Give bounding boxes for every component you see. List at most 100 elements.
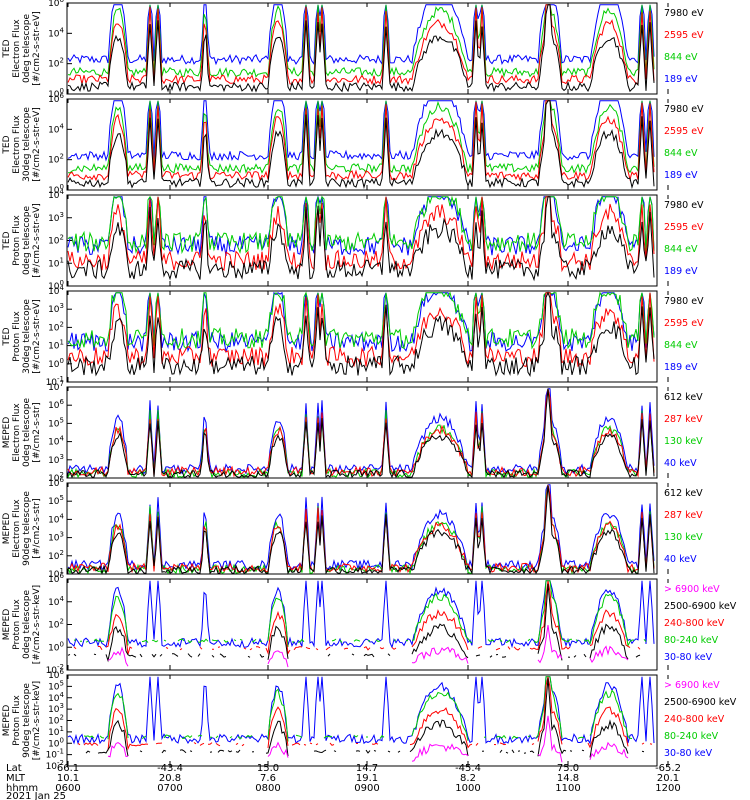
- y-tick-label: 100: [48, 183, 64, 196]
- series-trace: [67, 388, 655, 478]
- y-axis-label: MEPED Electron Flux 0deg telescope [#/cm2-s…: [2, 398, 42, 468]
- y-tick-label: 100: [48, 640, 64, 653]
- y-tick-label: 102: [48, 714, 64, 727]
- panel-6: 101 102 103 104 105 106 MEPED Electron Flux 90de…: [2, 476, 703, 580]
- series-trace: [67, 388, 655, 475]
- legend-entry: 240-800 keV: [664, 714, 725, 725]
- y-axis-label: MEPED Proton Flux 90deg telescope [#/cm2-s-…: [2, 681, 42, 760]
- y-axis-label-line: MEPED: [2, 513, 12, 545]
- y-tick-label: 107: [48, 380, 64, 393]
- y-axis-label-line: Electron Flux: [12, 499, 22, 558]
- legend-entry: 2595 eV: [664, 30, 704, 41]
- y-tick-label: 106: [48, 92, 64, 105]
- legend-entry: 287 keV: [664, 510, 703, 521]
- series-trace: [67, 676, 655, 745]
- y-tick-label: 105: [48, 679, 64, 692]
- y-tick-label: 101: [48, 567, 64, 580]
- x-tick-label: 10.1: [57, 773, 79, 784]
- series-trace: [73, 580, 641, 655]
- x-axis-row-label: MLT: [6, 773, 26, 784]
- legend-entry: 612 keV: [664, 488, 703, 499]
- series-trace: [67, 100, 655, 182]
- y-axis-label-line: 0deg telescope: [22, 14, 32, 84]
- series-trace: [77, 676, 653, 751]
- y-axis-label-line: TED: [2, 135, 12, 154]
- y-tick-label: 104: [48, 595, 64, 608]
- x-tick-label: -43.4: [157, 763, 183, 774]
- x-tick-label: 0700: [157, 783, 182, 794]
- x-tick-label: 7.6: [260, 773, 276, 784]
- y-tick-label: 102: [48, 471, 64, 484]
- series-trace: [67, 196, 655, 282]
- legend-entry: 844 eV: [664, 340, 698, 351]
- panel-frame: [66, 290, 658, 383]
- x-tick-label: 0800: [255, 783, 280, 794]
- series-trace: [67, 580, 655, 649]
- y-tick-label: 106: [48, 572, 64, 585]
- y-axis-label-line: Proton Flux: [12, 215, 22, 266]
- x-tick-label: 14.7: [356, 763, 378, 774]
- y-tick-label: 10-1: [46, 748, 64, 761]
- panel-frame: [66, 2, 658, 95]
- y-axis-label-line: Electron Flux: [12, 403, 22, 462]
- x-tick-label: 19.1: [356, 773, 378, 784]
- series-trace: [67, 196, 655, 273]
- y-tick-label: 10-2: [46, 759, 64, 772]
- y-axis-label-line: [#/cm2-s-str-keV]: [32, 681, 42, 760]
- y-tick-label: 101: [48, 725, 64, 738]
- series-trace: [107, 715, 629, 763]
- series-trace: [67, 485, 655, 575]
- y-axis-label: MEPED Proton Flux 0deg telescope [#/cm2-s-s…: [2, 585, 42, 664]
- y-tick-label: 102: [48, 153, 64, 166]
- y-axis-label-line: 30deg telescope: [22, 299, 32, 374]
- y-tick-label: 106: [48, 476, 64, 489]
- legend-entry: 2595 eV: [664, 222, 704, 233]
- y-tick-label: 102: [48, 320, 64, 333]
- panel-frame: [66, 386, 658, 479]
- series-trace: [67, 100, 655, 190]
- x-tick-label: 1100: [555, 783, 580, 794]
- y-tick-label: 104: [48, 284, 64, 297]
- legend-entry: > 6900 keV: [664, 680, 720, 691]
- y-axis-label-line: TED: [2, 327, 12, 346]
- y-tick-label: 104: [48, 512, 64, 525]
- x-tick-label: 75.0: [557, 763, 579, 774]
- y-axis-label: TED Proton Flux 30deg telescope [#/cm2-s-st…: [2, 299, 42, 374]
- legend-entry: 2595 eV: [664, 126, 704, 137]
- y-axis-label-line: TED: [2, 231, 12, 250]
- y-axis-label-line: Proton Flux: [12, 599, 22, 650]
- panel-frame: [66, 98, 658, 191]
- y-axis-label-line: [#/cm2-s-str-eV]: [32, 107, 42, 182]
- y-axis-label-line: 0deg telescope: [22, 590, 32, 660]
- series-trace: [67, 292, 655, 368]
- x-tick-label: 66.1: [57, 763, 79, 774]
- x-axis-row-label: Lat: [6, 763, 22, 774]
- x-tick-label: 20.1: [657, 773, 679, 784]
- legend-entry: 189 eV: [664, 266, 698, 277]
- y-axis-label-line: 30deg telescope: [22, 107, 32, 182]
- legend-entry: 7980 eV: [664, 104, 704, 115]
- y-tick-label: 104: [48, 188, 64, 201]
- y-tick-label: 104: [48, 122, 64, 135]
- x-tick-label: 20.8: [159, 773, 181, 784]
- series-trace: [67, 100, 655, 162]
- y-tick-label: 106: [48, 398, 64, 411]
- y-tick-label: 10-1: [46, 375, 64, 388]
- y-tick-label: 100: [48, 279, 64, 292]
- x-tick-label: 0900: [354, 783, 379, 794]
- y-axis-label: TED Electron Flux 30deg telescope [#/cm2-s-…: [2, 107, 42, 182]
- y-tick-label: 101: [48, 339, 64, 352]
- date-label: 2021 Jan 25: [6, 791, 66, 800]
- y-axis-label: TED Electron Flux 0deg telescope [#/cm2-s-s…: [2, 11, 42, 86]
- y-axis-label-line: Electron Flux: [12, 115, 22, 174]
- legend-entry: 30-80 keV: [664, 748, 713, 759]
- y-tick-label: 103: [48, 302, 64, 315]
- series-trace: [107, 625, 629, 668]
- x-tick-label: 14.8: [557, 773, 579, 784]
- series-trace: [67, 388, 655, 479]
- legend-entry: 80-240 keV: [664, 731, 719, 742]
- legend-entry: 80-240 keV: [664, 635, 719, 646]
- legend-entry: 130 keV: [664, 436, 703, 447]
